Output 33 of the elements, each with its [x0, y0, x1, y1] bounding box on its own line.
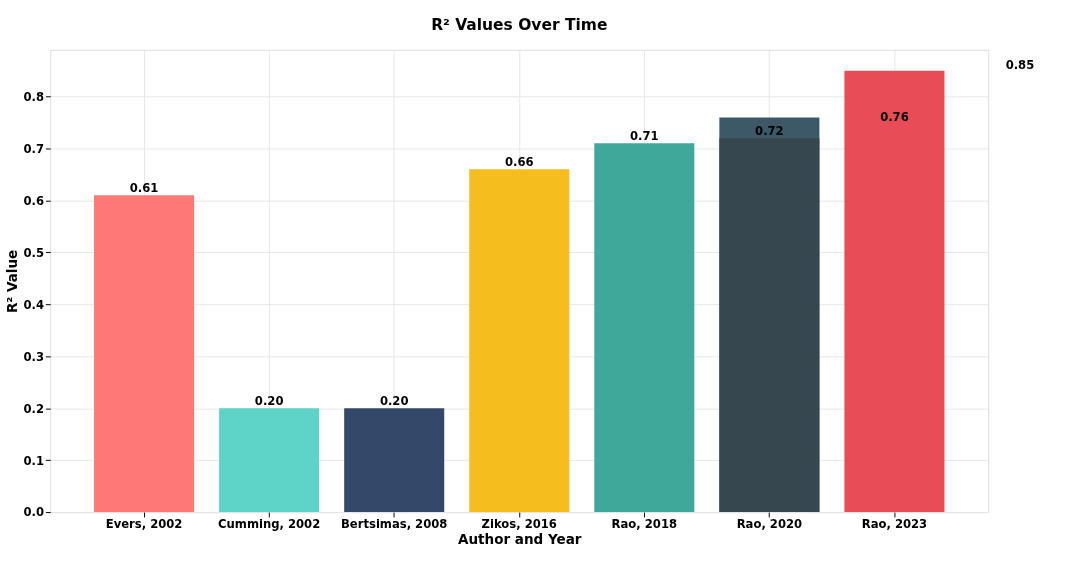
x-tick-label: Zikos, 2016 — [481, 517, 557, 532]
y-tick-label: 0.3 — [23, 349, 44, 364]
x-tick-label: Rao, 2023 — [861, 517, 928, 532]
y-tick-label: 0.7 — [23, 141, 44, 156]
bar — [219, 408, 320, 513]
y-tick-label: 0.1 — [23, 453, 44, 468]
bar — [844, 70, 945, 513]
y-tick-label: 0.4 — [23, 297, 44, 312]
x-axis-title: Author and Year — [458, 531, 582, 548]
bar — [94, 195, 195, 513]
annotation: 0.76 — [880, 110, 909, 125]
text: 0.85 — [1005, 58, 1035, 73]
y-tick-label: 0.0 — [23, 505, 44, 520]
annotation: 0.20 — [379, 394, 409, 409]
y-axis-title: R² Value — [3, 249, 20, 314]
x-tick-label: Cumming, 2002 — [218, 517, 321, 532]
bar — [344, 408, 445, 513]
y-tick-label: 0.6 — [23, 193, 44, 208]
x-tick-label: Evers, 2002 — [105, 517, 183, 532]
x-tick-label: Rao, 2018 — [611, 517, 678, 532]
y-tick-label: 0.8 — [23, 89, 44, 104]
bar — [594, 143, 695, 513]
chart-title: R² Values Over Time — [431, 15, 608, 34]
annotation: 0.20 — [254, 394, 284, 409]
annotation: 0.66 — [504, 155, 534, 170]
bar — [469, 169, 570, 513]
y-tick-label: 0.2 — [23, 401, 44, 416]
x-tick-label: Bertsimas, 2008 — [341, 517, 448, 532]
y-tick-label: 0.5 — [23, 245, 44, 260]
annotation: 0.61 — [129, 181, 159, 196]
x-tick-label: Rao, 2020 — [736, 517, 803, 532]
annotation: 0.72 — [755, 124, 784, 139]
annotation: 0.71 — [630, 129, 659, 144]
